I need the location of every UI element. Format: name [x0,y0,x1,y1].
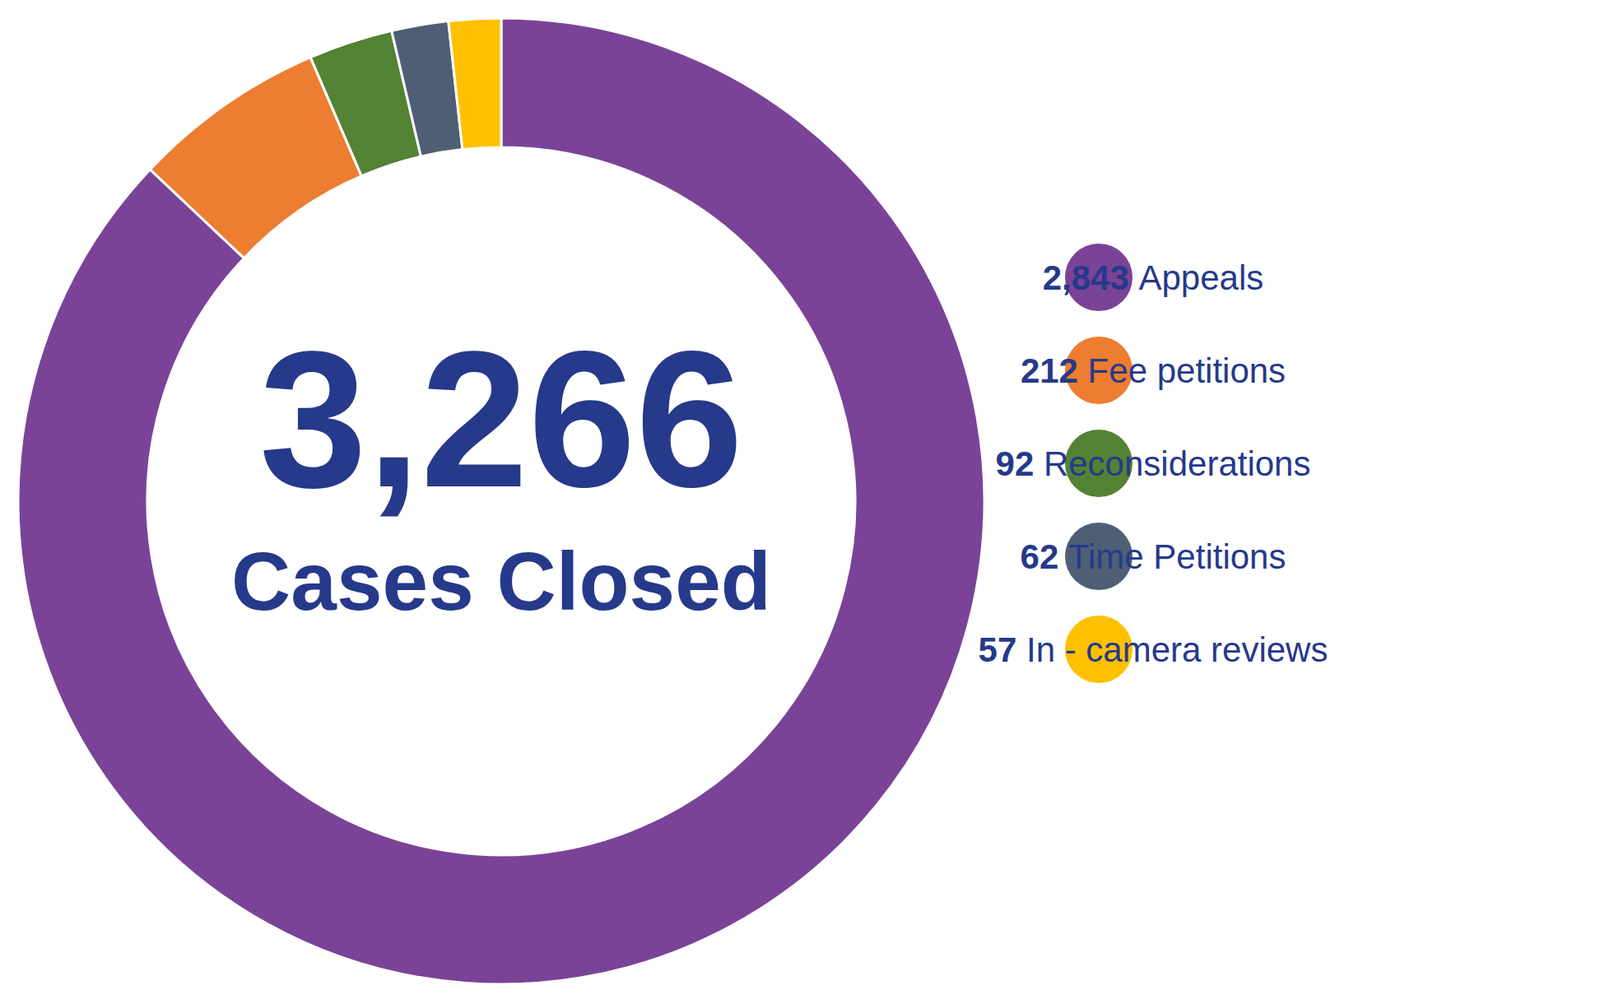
svg-text:Cases Closed: Cases Closed [231,534,772,628]
svg-text:2,843 Appeals: 2,843 Appeals [1042,258,1265,298]
svg-text:212 Fee petitions: 212 Fee petitions [1020,351,1286,391]
svg-text:57 In - camera reviews: 57 In - camera reviews [978,630,1329,670]
svg-text:92 Reconsiderations: 92 Reconsiderations [995,444,1312,484]
svg-text:3,266: 3,266 [259,311,744,528]
svg-text:62 Time Petitions: 62 Time Petitions [1020,537,1287,577]
